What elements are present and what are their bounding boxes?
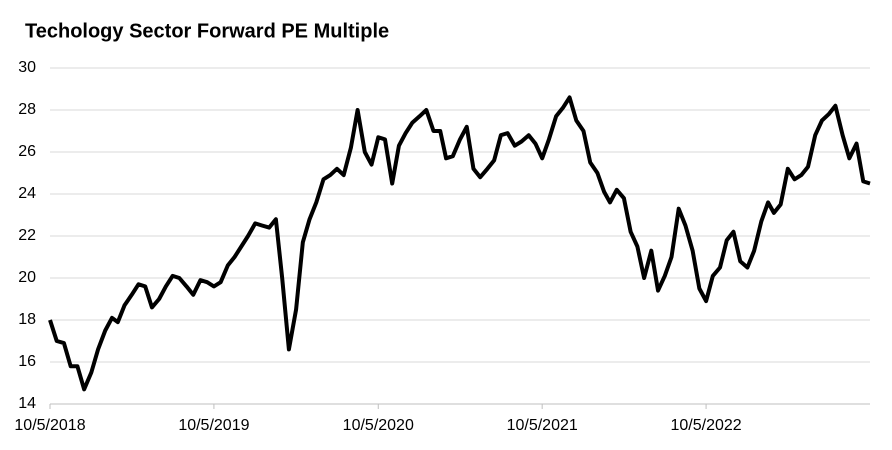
y-tick-label: 14 bbox=[18, 395, 36, 412]
x-tick-label: 10/5/2018 bbox=[14, 417, 85, 434]
y-tick-label: 22 bbox=[18, 227, 36, 244]
y-tick-label: 16 bbox=[18, 353, 36, 370]
line-series bbox=[48, 95, 871, 392]
y-tick-label: 30 bbox=[18, 59, 36, 76]
y-tick-label: 26 bbox=[18, 143, 36, 160]
y-tick-label: 28 bbox=[18, 101, 36, 118]
x-tick-label: 10/5/2020 bbox=[343, 417, 414, 434]
y-tick-label: 24 bbox=[18, 185, 36, 202]
x-tick-label: 10/5/2022 bbox=[670, 417, 741, 434]
y-tick-label: 20 bbox=[18, 269, 36, 286]
y-tick-label: 18 bbox=[18, 311, 36, 328]
x-tick-label: 10/5/2021 bbox=[507, 417, 578, 434]
x-tick-label: 10/5/2019 bbox=[178, 417, 249, 434]
chart-title: Techology Sector Forward PE Multiple bbox=[25, 20, 389, 42]
